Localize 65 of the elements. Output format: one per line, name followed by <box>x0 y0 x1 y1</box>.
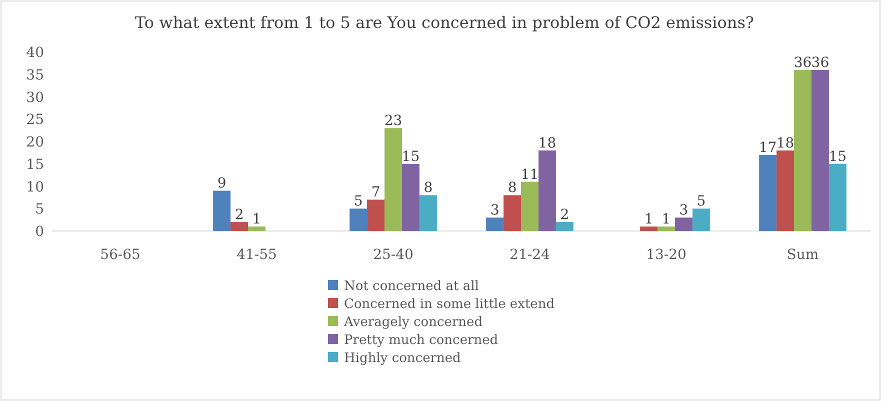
bar <box>658 226 675 231</box>
bar <box>776 150 794 231</box>
data-label: 18 <box>538 135 556 152</box>
y-tick-label: 25 <box>26 112 44 128</box>
legend-label: Concerned in some little extend <box>344 297 555 312</box>
data-label: 18 <box>776 135 794 152</box>
data-label: 5 <box>696 194 706 210</box>
x-tick-label: 21-24 <box>510 247 550 263</box>
data-label: 23 <box>384 113 402 130</box>
data-label: 2 <box>560 207 570 224</box>
y-tick-label: 40 <box>26 45 44 61</box>
data-label: 15 <box>402 148 420 165</box>
bar <box>556 222 574 231</box>
bar <box>640 226 658 231</box>
data-label: 2 <box>234 207 244 224</box>
data-label: 5 <box>354 194 363 210</box>
bar <box>811 70 829 231</box>
bar <box>692 208 710 231</box>
y-tick-label: 10 <box>26 179 44 196</box>
data-label: 1 <box>644 212 654 228</box>
data-label: 17 <box>758 140 777 156</box>
bar <box>213 190 231 231</box>
y-tick-label: 35 <box>26 67 44 84</box>
x-tick-label: 41-55 <box>236 247 277 263</box>
bar <box>402 164 420 231</box>
data-label: 8 <box>508 180 517 196</box>
data-label: 1 <box>252 212 262 228</box>
data-label: 36 <box>794 54 812 71</box>
y-tick-label: 5 <box>35 202 44 218</box>
legend-label: Averagely concerned <box>343 315 483 330</box>
bar <box>828 164 846 231</box>
y-tick-label: 20 <box>26 134 44 150</box>
bar <box>521 182 538 231</box>
bar <box>674 218 692 231</box>
data-label: 3 <box>679 202 688 219</box>
chart-title: To what extent from 1 to 5 are You concerned in problem of CO2 emissions? <box>135 13 754 32</box>
data-label: 9 <box>217 176 226 192</box>
data-label: 1 <box>662 212 671 228</box>
y-tick-label: 15 <box>26 156 44 173</box>
data-label: 36 <box>811 54 830 71</box>
bar <box>538 150 556 231</box>
bar <box>230 222 248 231</box>
bar <box>248 226 266 231</box>
bar <box>759 154 777 231</box>
data-label: 15 <box>828 148 847 165</box>
bar <box>350 208 368 231</box>
x-tick-label: 56-65 <box>100 247 140 263</box>
bar <box>486 218 504 231</box>
bar <box>794 70 812 231</box>
y-tick-label: 30 <box>26 90 44 106</box>
bar <box>384 128 402 231</box>
legend-label: Not concerned at all <box>344 279 479 294</box>
legend-label: Highly concerned <box>344 351 461 366</box>
x-tick-label: 25-40 <box>373 247 414 263</box>
data-label: 8 <box>424 180 433 196</box>
data-label: 3 <box>490 202 500 219</box>
legend-label: Pretty much concerned <box>344 333 498 348</box>
x-tick-label: Sum <box>786 247 819 263</box>
data-label: 7 <box>371 184 380 201</box>
bar <box>367 200 385 231</box>
data-label: 11 <box>520 166 539 183</box>
x-tick-label: 13-20 <box>646 247 686 263</box>
bar <box>504 195 522 231</box>
y-tick-label: 0 <box>35 224 44 240</box>
bar <box>419 195 437 231</box>
